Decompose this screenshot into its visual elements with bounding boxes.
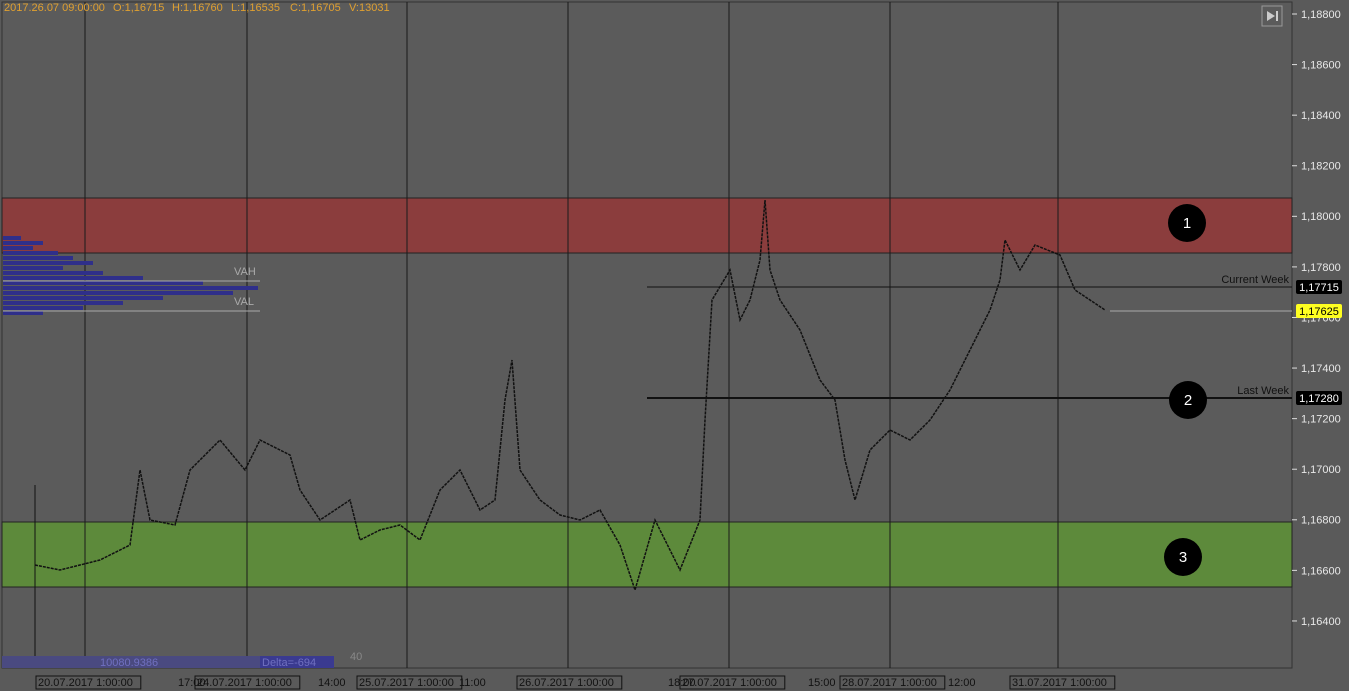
delta: Delta=-694 — [262, 657, 316, 669]
last-price: 1,17625 — [1299, 306, 1339, 318]
zone-marker — [1169, 381, 1207, 419]
last-week-price: 1,17280 — [1299, 393, 1339, 405]
time-label: 17:00 — [178, 677, 206, 689]
header-open: O:1,16715 — [113, 2, 164, 14]
price-label: 1,17000 — [1301, 464, 1341, 476]
zone-number: 3 — [1179, 549, 1187, 566]
volume-profile — [3, 236, 258, 315]
val-label: VAL — [234, 296, 254, 308]
header-high: H:1,16760 — [172, 2, 223, 14]
time-label: 28.07.2017 1:00:00 — [842, 677, 937, 689]
zone-number: 1 — [1183, 215, 1191, 232]
last-week-label: Last Week — [1237, 385, 1289, 397]
price-label: 1,17800 — [1301, 262, 1341, 274]
vah-label: VAH — [234, 266, 256, 278]
time-label: 26.07.2017 1:00:00 — [519, 677, 614, 689]
header-low: L:1,16535 — [231, 2, 280, 14]
time-label: 12:00 — [948, 677, 976, 689]
date-box — [35, 675, 142, 690]
price-tag — [1296, 391, 1342, 405]
support-zone — [1, 521, 1293, 588]
price-label: 1,18600 — [1301, 59, 1341, 71]
price-label: 1,18200 — [1301, 161, 1341, 173]
time-label: 15:00 — [808, 677, 836, 689]
price-axis: 1,18800 1,18600 1,18400 1,18200 1,18000 1,178… — [1292, 9, 1341, 628]
header-datetime: 2017.26.07 09:00:00 — [4, 2, 105, 14]
date-box — [516, 675, 623, 690]
price-tag — [1296, 280, 1342, 294]
volume-summary-bar — [2, 656, 260, 668]
volume-total: 10080.9386 — [100, 657, 158, 669]
resistance-zone — [1, 197, 1293, 254]
delta-bar — [260, 656, 334, 668]
time-label: 11:00 — [459, 677, 486, 689]
date-box — [356, 675, 463, 690]
time-label: 14:00 — [318, 677, 346, 689]
vertical-separators — [84, 2, 1059, 668]
time-label: 24.07.2017 1:00:00 — [197, 677, 292, 689]
date-box — [194, 675, 301, 690]
header-volume: V:13031 — [349, 2, 390, 14]
date-box — [839, 675, 946, 690]
date-box — [1009, 675, 1116, 690]
time-label: 31.07.2017 1:00:00 — [1012, 677, 1107, 689]
price-label: 1,18800 — [1301, 9, 1341, 21]
header-close: C:1,16705 — [290, 2, 341, 14]
count: 40 — [350, 651, 362, 663]
price-path — [34, 199, 1106, 593]
price-label: 1,17400 — [1301, 363, 1341, 375]
zone-marker — [1168, 204, 1206, 242]
current-week-label: Current Week — [1221, 274, 1289, 286]
zone-marker — [1164, 538, 1202, 576]
zone-number: 2 — [1184, 392, 1192, 409]
price-label: 1,16800 — [1301, 515, 1341, 527]
price-label: 1,16600 — [1301, 565, 1341, 577]
time-label: 27.07.2017 1:00:00 — [682, 677, 777, 689]
time-label: 20.07.2017 1:00:00 — [38, 677, 133, 689]
price-label: 1,18400 — [1301, 110, 1341, 122]
scroll-end-icon — [1267, 11, 1278, 21]
time-label: 25.07.2017 1:00:00 — [359, 677, 454, 689]
price-label: 1,17200 — [1301, 414, 1341, 426]
price-label: 1,18000 — [1301, 211, 1341, 223]
current-week-price: 1,17715 — [1299, 282, 1339, 294]
price-label: 1,16400 — [1301, 616, 1341, 628]
time-label: 18:00 — [668, 677, 696, 689]
price-tag — [1296, 304, 1342, 318]
date-box — [679, 675, 786, 690]
